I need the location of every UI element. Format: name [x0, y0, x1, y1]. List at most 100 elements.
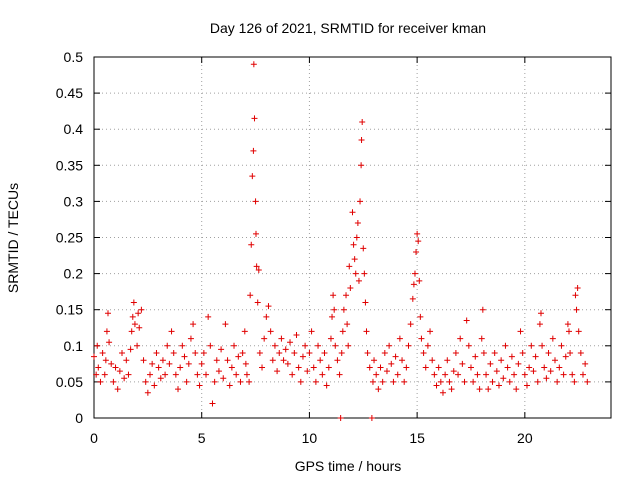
data-point	[411, 270, 418, 277]
data-point	[465, 342, 472, 349]
data-point	[255, 266, 262, 273]
data-point	[235, 353, 242, 360]
y-tick-label: 0.25	[56, 230, 83, 246]
data-point	[487, 360, 494, 367]
data-point	[344, 321, 351, 328]
x-tick-label: 15	[409, 430, 425, 446]
data-point	[329, 313, 336, 320]
data-point	[261, 335, 268, 342]
data-point	[336, 371, 343, 378]
data-point	[166, 360, 173, 367]
data-point	[247, 292, 254, 299]
data-point	[401, 378, 408, 385]
data-point	[250, 61, 257, 68]
axis-ticks: 0 0.05 0.1 0.15 0.2 0.25 0.3 0.35 0.4 0.45 0.5 0 5 10…	[56, 49, 611, 446]
data-point	[574, 285, 581, 292]
y-tick-label: 0	[75, 410, 83, 426]
data-point	[579, 371, 586, 378]
data-point	[302, 342, 309, 349]
data-point	[144, 389, 151, 396]
data-point	[478, 335, 485, 342]
data-point	[403, 364, 410, 371]
data-point	[437, 378, 444, 385]
data-point	[243, 371, 250, 378]
data-point	[254, 299, 261, 306]
x-tick-label: 10	[302, 430, 318, 446]
y-tick-label: 0.05	[56, 374, 83, 390]
data-point	[239, 350, 246, 357]
data-point	[528, 342, 535, 349]
y-tick-label: 0.1	[64, 338, 84, 354]
data-point	[241, 328, 248, 335]
data-point	[177, 364, 184, 371]
data-point	[532, 353, 539, 360]
data-point	[170, 350, 177, 357]
data-point	[362, 299, 369, 306]
data-point	[369, 378, 376, 385]
data-point	[571, 378, 578, 385]
data-point	[330, 292, 337, 299]
data-point	[325, 364, 332, 371]
data-point	[351, 256, 358, 263]
data-point	[157, 375, 164, 382]
data-point	[135, 310, 142, 317]
data-point	[502, 342, 509, 349]
x-tick-label: 0	[90, 430, 98, 446]
data-point	[554, 378, 561, 385]
data-point	[209, 400, 216, 407]
y-tick-label: 0.5	[64, 49, 84, 65]
data-point	[366, 364, 373, 371]
data-point	[147, 371, 154, 378]
data-point	[94, 342, 101, 349]
data-point	[114, 386, 121, 393]
data-point	[339, 328, 346, 335]
data-point	[368, 415, 375, 421]
data-point	[547, 368, 554, 375]
data-point	[149, 360, 156, 367]
data-points	[91, 61, 591, 421]
data-point	[127, 346, 134, 353]
data-point	[276, 350, 283, 357]
data-point	[125, 371, 132, 378]
data-point	[334, 357, 341, 364]
data-point	[534, 378, 541, 385]
data-point	[332, 342, 339, 349]
data-point	[536, 321, 543, 328]
data-point	[112, 364, 119, 371]
data-point	[427, 328, 434, 335]
data-point	[317, 357, 324, 364]
data-point	[251, 115, 258, 122]
data-point	[319, 371, 326, 378]
data-point	[130, 299, 137, 306]
data-point	[175, 386, 182, 393]
data-point	[530, 368, 537, 375]
data-point	[379, 378, 386, 385]
data-point	[545, 350, 552, 357]
data-point	[543, 375, 550, 382]
data-point	[539, 342, 546, 349]
y-tick-label: 0.15	[56, 302, 83, 318]
data-point	[480, 350, 487, 357]
data-point	[377, 364, 384, 371]
data-point	[363, 328, 370, 335]
data-point	[483, 371, 490, 378]
data-point	[308, 328, 315, 335]
data-point	[231, 342, 238, 349]
data-point	[392, 353, 399, 360]
data-point	[183, 378, 190, 385]
data-point	[360, 245, 367, 252]
data-point	[203, 371, 210, 378]
data-point	[375, 386, 382, 393]
data-point	[459, 360, 466, 367]
data-point	[435, 364, 442, 371]
data-point	[211, 378, 218, 385]
data-point	[357, 198, 364, 205]
data-point	[119, 350, 126, 357]
data-point	[142, 378, 149, 385]
data-point	[249, 173, 256, 180]
data-point	[105, 310, 112, 317]
data-point	[218, 346, 225, 353]
data-point	[267, 328, 274, 335]
y-tick-label: 0.3	[64, 193, 84, 209]
data-point	[187, 335, 194, 342]
